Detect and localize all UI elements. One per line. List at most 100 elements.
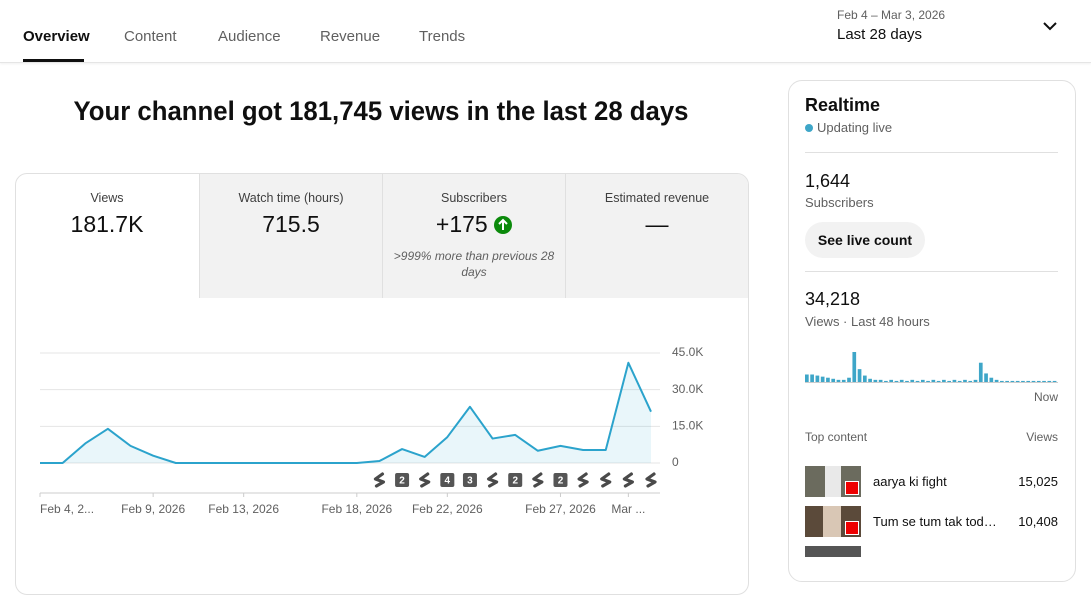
- bar: [926, 380, 930, 382]
- bar: [989, 377, 994, 382]
- content-title[interactable]: aarya ki fight: [873, 474, 947, 489]
- dropdown-chevron[interactable]: [1040, 18, 1060, 36]
- realtime-title: Realtime: [805, 95, 881, 115]
- upload-icon: [645, 472, 657, 488]
- bar: [931, 379, 936, 382]
- thumbnail[interactable]: [805, 506, 861, 537]
- thumbnail[interactable]: [805, 466, 861, 497]
- area: [40, 362, 651, 463]
- y-tick-label: 30.0K: [672, 382, 703, 396]
- views-label: Views · Last 48 hours: [805, 314, 930, 329]
- bar: [920, 379, 925, 382]
- bar: [820, 376, 825, 382]
- metric-tab[interactable]: Views 181.7K: [16, 174, 198, 298]
- divider: [805, 271, 1058, 272]
- divider: [805, 152, 1058, 153]
- upload-count-box: [440, 473, 455, 487]
- realtime-status: Updating live: [817, 120, 893, 135]
- up-icon: [494, 216, 513, 234]
- tab[interactable]: Revenue: [320, 28, 381, 45]
- x-tick-label: Feb 4, 2...: [40, 502, 94, 516]
- bar: [847, 377, 851, 382]
- upload-count: 4: [445, 476, 451, 487]
- bar: [894, 380, 899, 382]
- content-views: 15,025: [1018, 474, 1058, 489]
- metric-tab[interactable]: Subscribers +175 >999% more than previous…: [382, 174, 565, 298]
- bar: [899, 379, 904, 382]
- bar: [915, 380, 920, 382]
- bar: [884, 380, 888, 382]
- upload-count: 2: [558, 476, 564, 487]
- bar: [805, 374, 809, 382]
- bar: [841, 379, 846, 382]
- metric-label: Estimated revenue: [604, 191, 710, 205]
- bar: [947, 380, 952, 382]
- x-tick-label: Feb 9, 2026: [121, 502, 185, 516]
- bar: [1031, 380, 1036, 382]
- top-content-column: Views: [1026, 430, 1058, 444]
- bar: [826, 377, 830, 382]
- x-tick-label: Feb 27, 2026: [525, 502, 596, 516]
- bar: [1015, 380, 1020, 382]
- x-tick-label: Feb 22, 2026: [412, 502, 483, 516]
- x-tick-label: Feb 13, 2026: [208, 502, 279, 516]
- bar: [1042, 380, 1046, 382]
- tab[interactable]: Content: [124, 28, 177, 45]
- upload-icon: [600, 472, 612, 488]
- metric-value: 715.5: [262, 211, 320, 237]
- bar: [862, 375, 867, 382]
- upload-count: 2: [399, 476, 405, 487]
- tab[interactable]: Overview: [23, 28, 90, 45]
- upload-count: 2: [512, 476, 518, 487]
- metric-note: >999% more than previous 28 days: [393, 249, 555, 279]
- upload-icon: [419, 472, 431, 488]
- bar: [957, 380, 962, 382]
- tab[interactable]: Trends: [419, 28, 466, 45]
- bar: [1010, 380, 1015, 382]
- top-content-title: Top content: [805, 430, 868, 444]
- metric-tab[interactable]: Watch time (hours) 715.5: [199, 174, 382, 298]
- x-tick-label: Feb 18, 2026: [321, 502, 392, 516]
- bar: [973, 379, 978, 382]
- views-count: 34,218: [805, 289, 861, 309]
- bar: [994, 379, 999, 382]
- bar: [968, 380, 973, 382]
- bar: [889, 379, 894, 382]
- metric-tab[interactable]: Estimated revenue —: [565, 174, 748, 298]
- x-tick-label: Mar ...: [611, 502, 645, 516]
- bar: [1021, 380, 1025, 382]
- upload-count: 3: [467, 476, 473, 487]
- x-tick-label: Now: [1034, 390, 1058, 404]
- content-views: 10,408: [1018, 514, 1058, 529]
- y-tick-label: 45.0K: [672, 345, 703, 359]
- bar: [910, 379, 915, 382]
- upload-icon: [486, 472, 499, 488]
- bar: [1005, 380, 1009, 382]
- tab[interactable]: Audience: [218, 28, 281, 45]
- headline: Your channel got 181,745 views in the la…: [74, 96, 689, 126]
- bar: [873, 379, 878, 382]
- bar: [852, 352, 857, 382]
- bar: [905, 380, 909, 382]
- metric-value: 181.7K: [70, 211, 144, 237]
- date-period[interactable]: Last 28 days: [837, 26, 923, 43]
- bar: [1000, 380, 1004, 382]
- bar: [963, 379, 967, 382]
- upload-icon: [373, 472, 386, 488]
- content-title[interactable]: Tum se tum tak tod…: [873, 514, 997, 529]
- bar: [810, 374, 814, 382]
- upload-icon: [532, 472, 544, 488]
- metric-label: Watch time (hours): [238, 191, 344, 205]
- bar: [952, 379, 957, 382]
- tab-indicator: [23, 59, 84, 62]
- bar: [878, 379, 883, 382]
- line: [40, 361, 652, 464]
- date-range[interactable]: Feb 4 – Mar 3, 2026: [837, 8, 946, 22]
- metric-label: Subscribers: [441, 191, 507, 205]
- live-count-button[interactable]: See live count: [805, 222, 925, 258]
- upload-count-box: [395, 473, 410, 487]
- metric-value-row: +175: [383, 211, 565, 238]
- live-dot: [805, 124, 813, 132]
- bar: [815, 375, 820, 382]
- thumbnail[interactable]: [805, 546, 861, 557]
